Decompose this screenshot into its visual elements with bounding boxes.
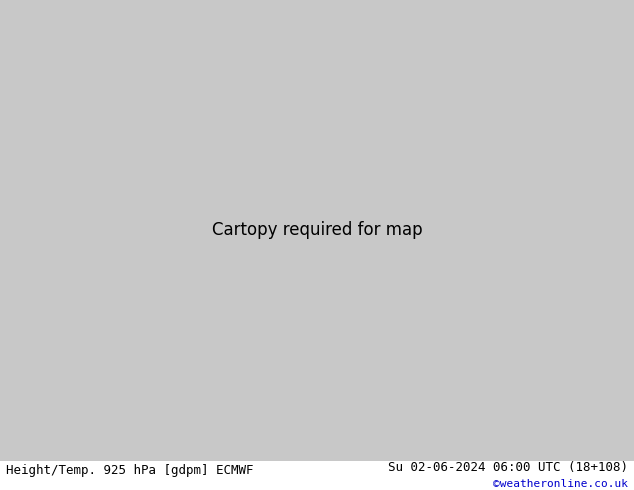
Text: Cartopy required for map: Cartopy required for map (212, 221, 422, 239)
Text: Su 02-06-2024 06:00 UTC (18+108): Su 02-06-2024 06:00 UTC (18+108) (387, 462, 628, 474)
Text: ©weatheronline.co.uk: ©weatheronline.co.uk (493, 479, 628, 489)
Text: Height/Temp. 925 hPa [gdpm] ECMWF: Height/Temp. 925 hPa [gdpm] ECMWF (6, 465, 254, 477)
